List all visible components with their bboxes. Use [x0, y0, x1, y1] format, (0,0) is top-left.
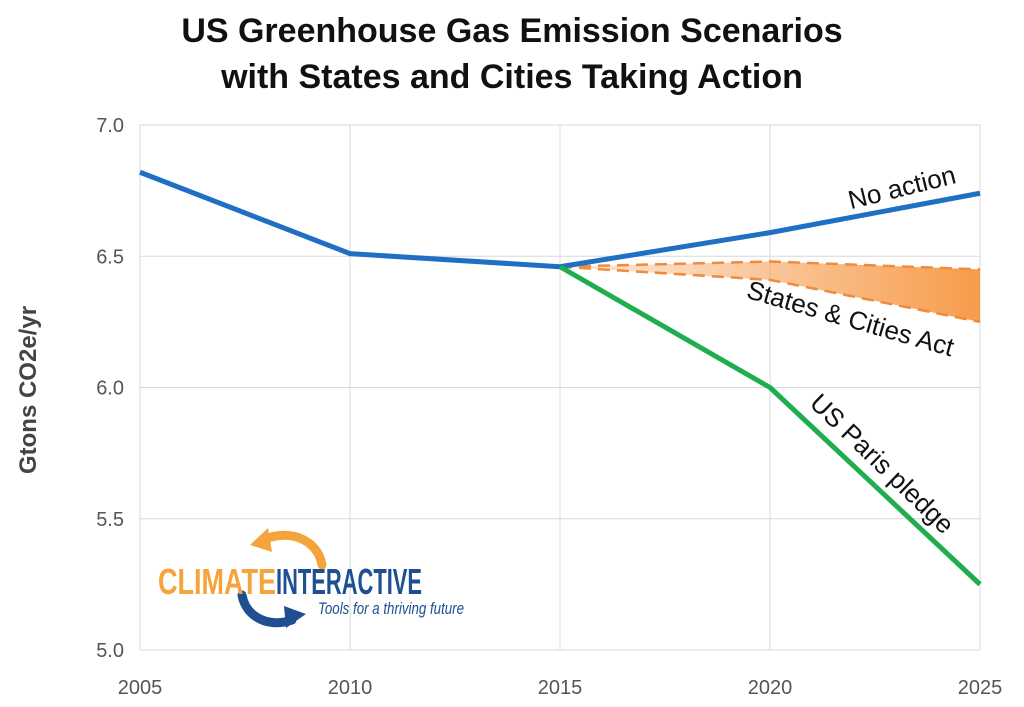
- chart-title-line-2: with States and Cities Taking Action: [221, 58, 803, 96]
- y-tick-label: 5.5: [96, 509, 124, 531]
- y-tick-label: 5.0: [96, 640, 124, 662]
- paris-pledge-line: [558, 264, 982, 587]
- y-tick-label: 6.5: [96, 246, 124, 268]
- logo-orange-arrow-icon: [257, 530, 327, 570]
- series-label-paris-pledge: US Paris pledge: [804, 387, 960, 539]
- chart-title-line-1: US Greenhouse Gas Emission Scenarios: [181, 12, 843, 50]
- grid: [139, 124, 981, 651]
- series-lines: [139, 169, 982, 587]
- x-tick-label: 2015: [538, 677, 583, 699]
- logo-tagline: Tools for a thriving future: [318, 599, 464, 618]
- chart-title: US Greenhouse Gas Emission Scenarios wit…: [0, 8, 1024, 100]
- axes: 5.0 5.5 6.0 6.5 7.0 2005 2010 2015 2020 2025: [96, 115, 1002, 699]
- states-cities-band-fill: [560, 261, 980, 322]
- logo-orange-arrowhead-icon: [250, 528, 272, 552]
- y-axis-title: Gtons CO2e/yr: [15, 306, 42, 474]
- x-tick-label: 2020: [748, 677, 793, 699]
- states-cities-upper-line: [559, 260, 981, 271]
- climate-interactive-logo: CLIMATE INTERACTIVE Tools for a thriving…: [158, 528, 464, 628]
- y-tick-label: 7.0: [96, 115, 124, 137]
- x-tick-label: 2005: [118, 677, 163, 699]
- x-tick-label: 2010: [328, 677, 373, 699]
- logo-word-interactive: INTERACTIVE: [276, 561, 422, 602]
- logo-word-climate: CLIMATE: [158, 561, 276, 602]
- states-cities-lower-line: [559, 265, 981, 324]
- x-tick-label: 2025: [958, 677, 1003, 699]
- logo-blue-arrowhead-icon: [284, 606, 306, 628]
- y-tick-label: 6.0: [96, 378, 124, 400]
- uncertainty-band: [559, 260, 981, 324]
